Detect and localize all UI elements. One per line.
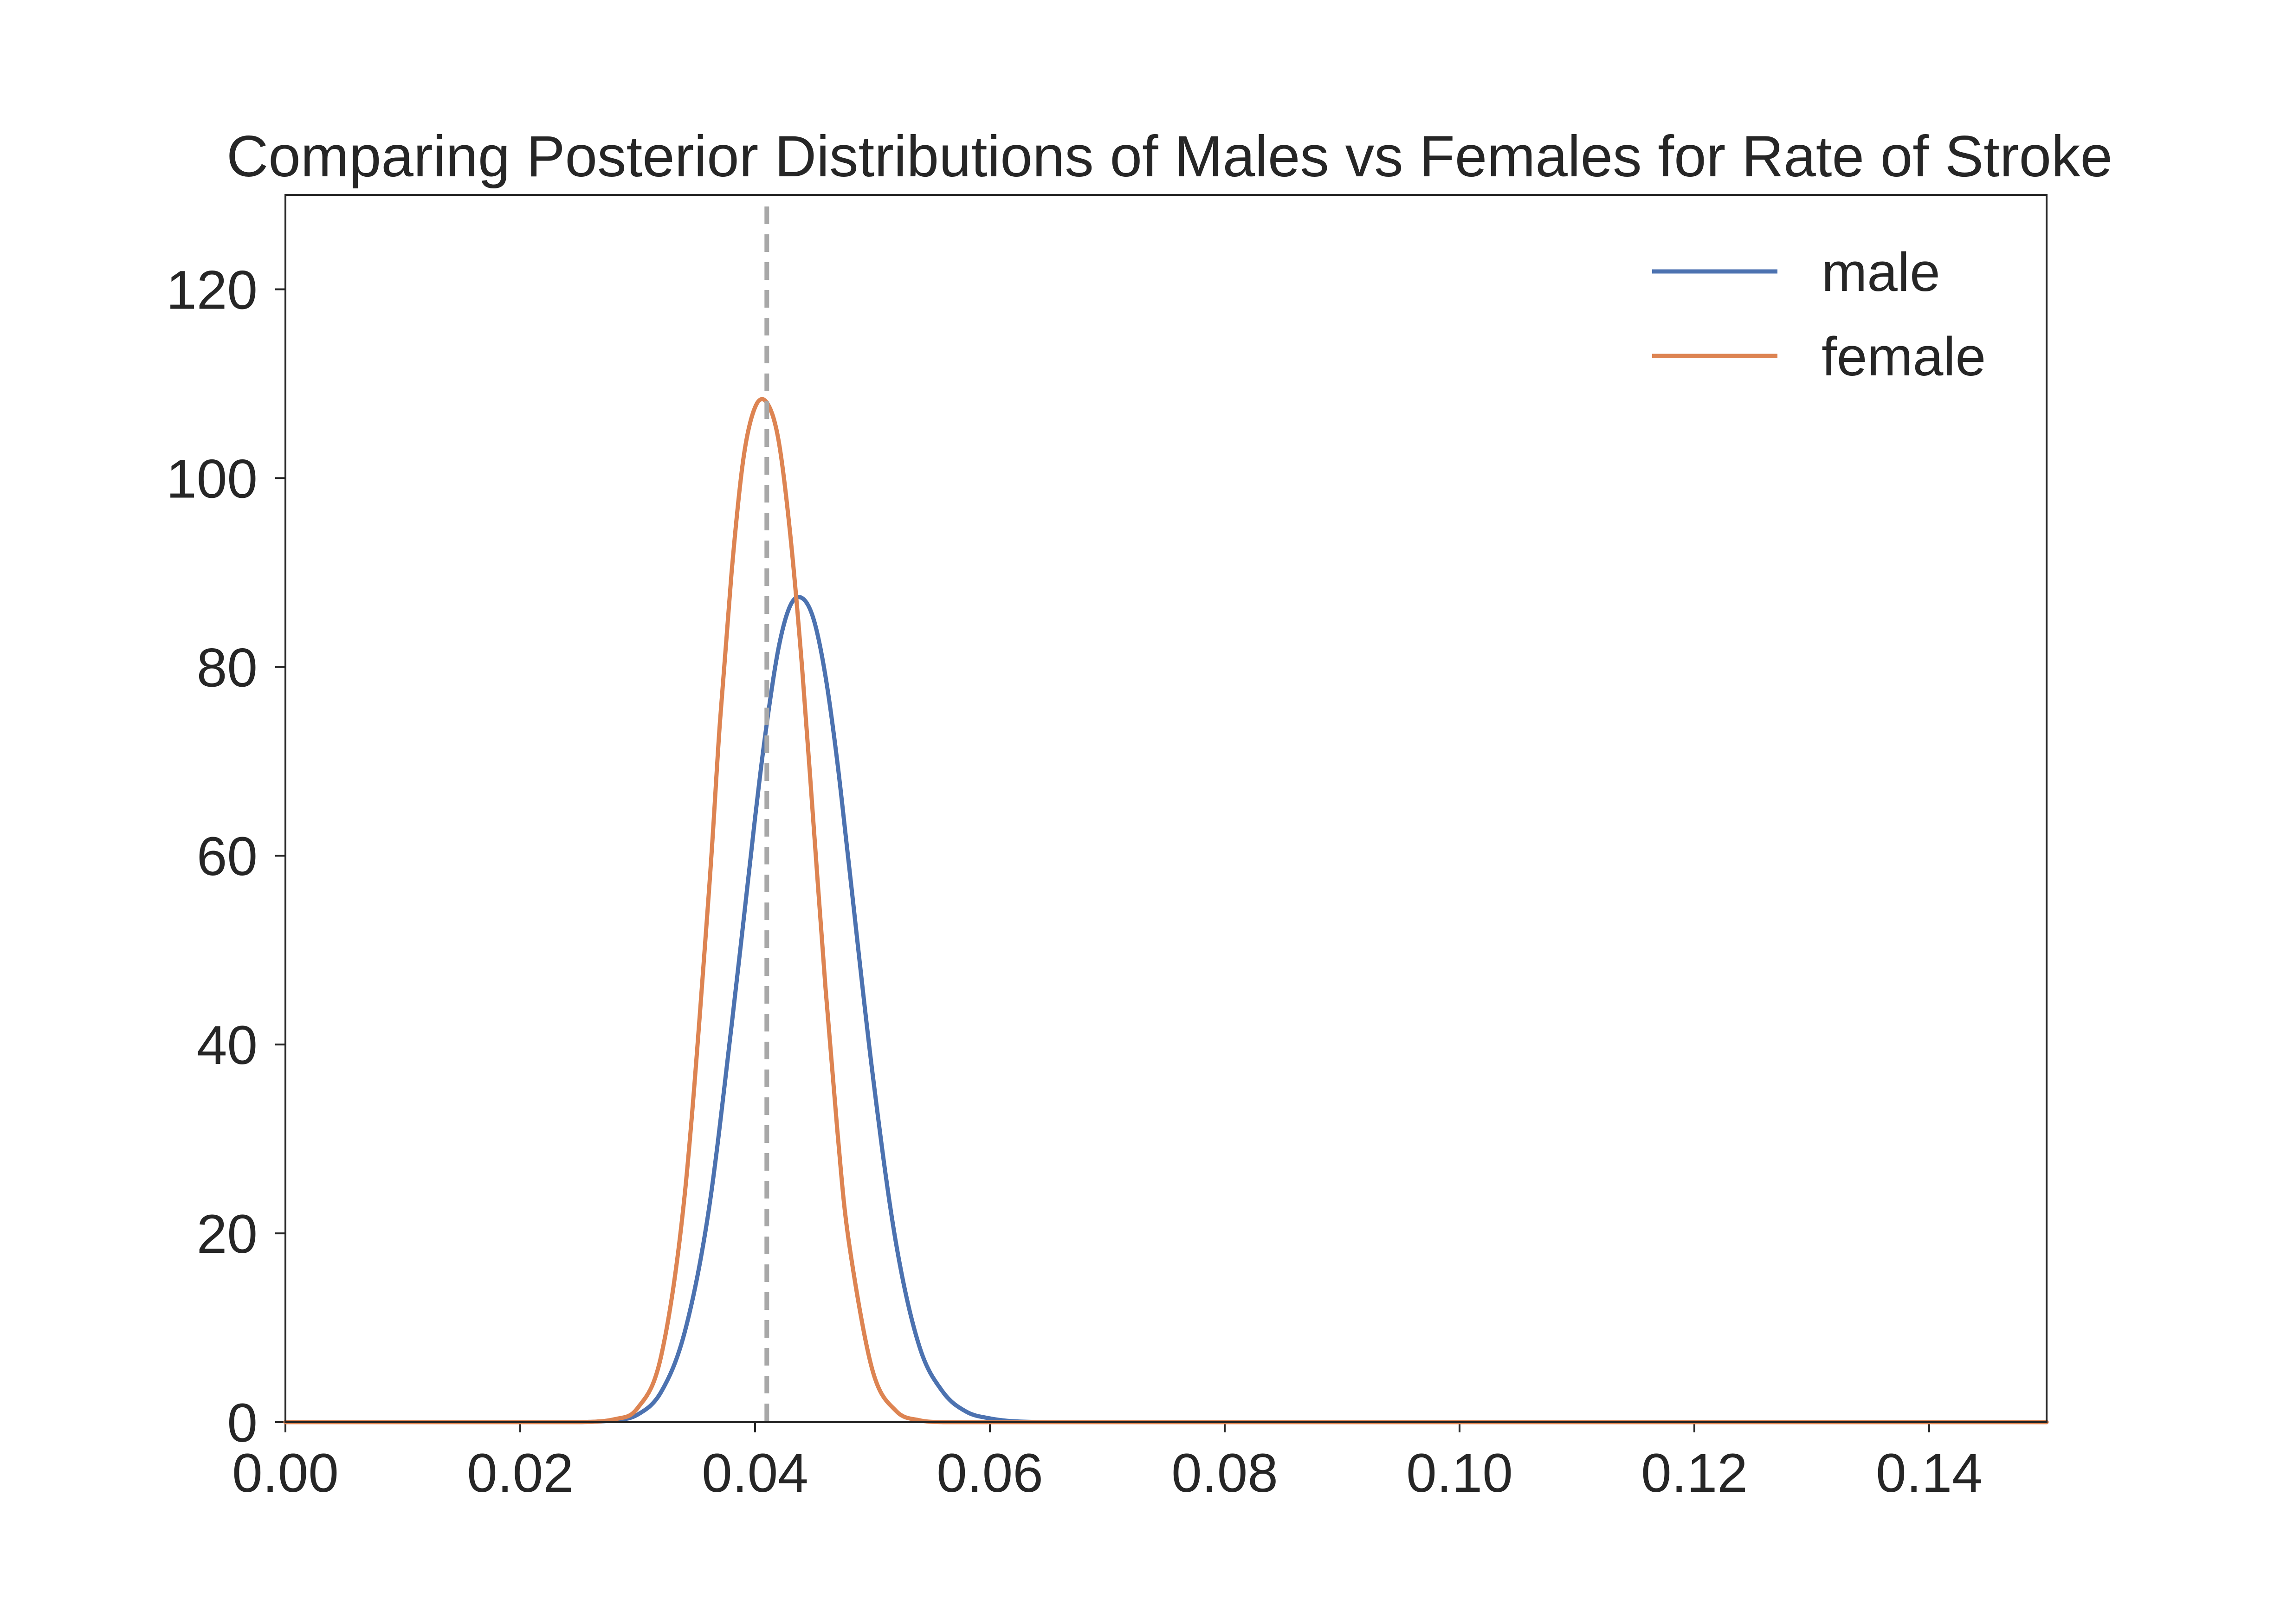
y-axis: 0 20 40 60 80 100 120 xyxy=(166,259,285,1454)
x-tick-label: 0.00 xyxy=(232,1443,339,1504)
x-tick-label: 0.04 xyxy=(702,1443,808,1504)
axes-frame xyxy=(284,194,2048,1423)
y-tick-label: 80 xyxy=(197,637,258,698)
y-tick-label: 0 xyxy=(227,1392,258,1454)
x-tick-label: 0.14 xyxy=(1876,1443,1983,1504)
legend-label-male: male xyxy=(1822,242,1940,303)
x-tick-label: 0.12 xyxy=(1641,1443,1748,1504)
y-tick-label: 60 xyxy=(197,826,258,887)
y-tick-label: 40 xyxy=(197,1015,258,1076)
chart-title: Comparing Posterior Distributions of Mal… xyxy=(226,124,2112,189)
y-tick-label: 120 xyxy=(166,259,258,321)
y-tick-label: 100 xyxy=(166,448,258,509)
x-tick-label: 0.02 xyxy=(467,1443,574,1504)
legend-label-female: female xyxy=(1822,326,1986,387)
x-axis: 0.00 0.02 0.04 0.06 0.08 0.10 0.12 0.14 xyxy=(232,1422,1983,1504)
y-tick-label: 20 xyxy=(197,1204,258,1265)
legend: male female xyxy=(1652,242,1986,387)
x-tick-label: 0.06 xyxy=(937,1443,1043,1504)
x-tick-label: 0.10 xyxy=(1406,1443,1513,1504)
x-tick-label: 0.08 xyxy=(1171,1443,1278,1504)
